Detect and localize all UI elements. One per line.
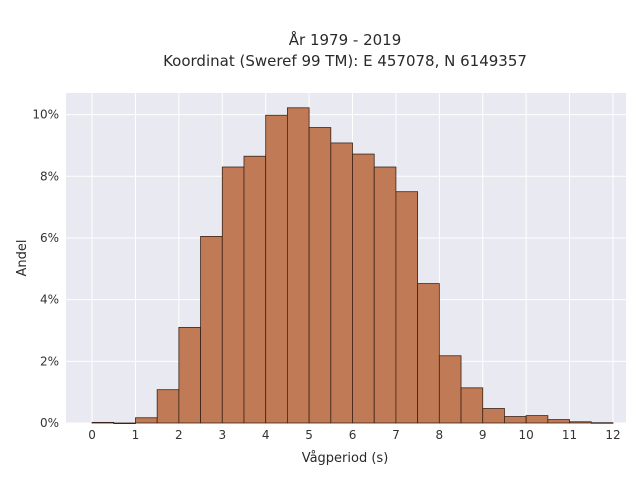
histogram-bar [352,153,375,424]
histogram-bar [395,191,419,424]
histogram-bar [221,166,245,424]
y-tick-label: 2% [40,354,59,368]
y-axis-label: Andel [15,240,30,277]
y-tick-label: 6% [40,231,59,245]
x-tick-label: 3 [218,428,226,442]
y-axis-ticks: 0% 2% 4% 6% 8% 10% [32,108,59,430]
x-tick-label: 12 [605,428,620,442]
histogram-bar [200,236,223,424]
x-tick-label: 6 [349,428,357,442]
histogram-bar [243,155,267,424]
x-tick-label: 1 [132,428,140,442]
histogram-bar [135,417,158,424]
histogram-bar [525,415,549,424]
histogram-bar [460,387,484,424]
histogram-bar [286,107,310,424]
histogram-bar [569,421,592,424]
x-tick-label: 9 [479,428,487,442]
chart-title-line-1: År 1979 - 2019 [289,30,402,49]
bars [91,107,614,425]
histogram-bar [330,142,353,424]
x-tick-label: 7 [392,428,400,442]
x-tick-label: 2 [175,428,183,442]
histogram-bar [308,127,332,424]
x-axis-label: Vågperiod (s) [302,451,389,466]
histogram-bar [547,419,570,424]
histogram-bar [504,416,527,424]
histogram-bar [178,326,201,424]
x-axis-ticks: 0 1 2 3 4 5 6 7 8 9 10 11 12 [88,428,620,442]
x-tick-label: 10 [519,428,534,442]
x-tick-label: 0 [88,428,96,442]
histogram-bar [265,114,288,424]
y-tick-label: 0% [40,416,59,430]
histogram-bar [438,355,462,424]
x-tick-label: 5 [305,428,313,442]
x-tick-label: 8 [436,428,444,442]
histogram-bar [590,422,614,424]
histogram-bar [156,389,180,424]
histogram-bar [113,422,136,425]
x-tick-label: 11 [562,428,577,442]
histogram-bar [91,421,115,424]
histogram-bar [417,283,440,424]
x-tick-label: 4 [262,428,270,442]
y-tick-label: 10% [32,108,59,122]
histogram-bar [482,408,505,424]
y-tick-label: 4% [40,293,59,307]
chart-title-line-2: Koordinat (Sweref 99 TM): E 457078, N 61… [163,52,527,70]
y-tick-label: 8% [40,169,59,183]
histogram-bar [373,166,397,424]
